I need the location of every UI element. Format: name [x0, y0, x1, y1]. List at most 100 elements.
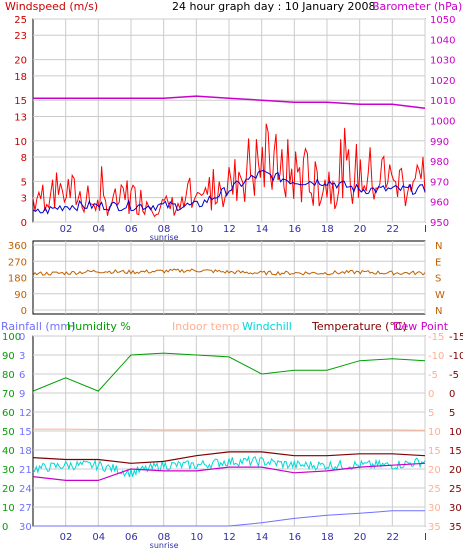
windspeed-tick-label: 13 — [14, 112, 27, 123]
temperature-tick-label: 20 — [449, 465, 462, 476]
temp-now-marker: I — [424, 532, 427, 543]
wind-time-label: 16 — [288, 224, 301, 235]
temp-time-label: 08 — [158, 532, 171, 543]
humidity-line — [32, 352, 426, 392]
temperature-tick-label: 10 — [449, 427, 462, 438]
wind-time-label: 10 — [190, 224, 203, 235]
indoor-temp-tick-label: 15 — [428, 446, 441, 457]
windspeed-tick-label: 20 — [14, 56, 27, 67]
indoor-temp-tick-label: -15 — [428, 332, 444, 343]
temperature-tick-label: 0 — [449, 389, 455, 400]
temperature-tick-label: 30 — [449, 503, 462, 514]
indoor-temp-tick-label: 25 — [428, 484, 441, 495]
rainfall-tick-label: 30 — [19, 522, 32, 533]
barometer-tick-label: 1020 — [430, 76, 455, 87]
rainfall-tick-label: 9 — [19, 389, 25, 400]
direction-compass-label: N — [435, 306, 442, 317]
temperature-tick-label: 15 — [449, 446, 462, 457]
windspeed-tick-label: 0 — [21, 218, 27, 229]
temperature-tick-label: 25 — [449, 484, 462, 495]
barometer-tick-label: 1030 — [430, 56, 455, 67]
temp-time-label: 04 — [92, 532, 105, 543]
temperature-tick-label: 35 — [449, 522, 462, 533]
chart-marks: 0358101315182023259509609709809901000101… — [2, 15, 463, 550]
temp-time-label: 18 — [321, 532, 334, 543]
temperature-tick-label: 5 — [449, 408, 455, 419]
wind-time-label: 22 — [386, 224, 399, 235]
temp-time-label: 02 — [60, 532, 73, 543]
indoor-temp-tick-label: 35 — [428, 522, 441, 533]
avg-wind-line — [32, 169, 426, 215]
temperature-tick-label: -5 — [449, 370, 459, 381]
wind-sunrise-label: sunrise — [150, 233, 179, 242]
wind-now-marker: I — [424, 224, 427, 235]
windspeed-tick-label: 23 — [14, 31, 27, 42]
rainfall-tick-label: 15 — [19, 427, 32, 438]
humidity-tick-label: 90 — [2, 351, 15, 362]
barometer-tick-label: 960 — [430, 198, 449, 209]
rainfall-tick-label: 0 — [19, 332, 25, 343]
rainfall-tick-label: 12 — [19, 408, 32, 419]
direction-compass-label: W — [435, 290, 445, 301]
temperature-tick-label: -10 — [449, 351, 463, 362]
indoor-temp-tick-label: -5 — [428, 370, 438, 381]
rainfall-tick-label: 18 — [19, 446, 32, 457]
temp-time-label: 14 — [256, 532, 269, 543]
direction-tick-label: 270 — [8, 257, 27, 268]
rainfall-tick-label: 3 — [19, 351, 25, 362]
humidity-tick-label: 40 — [2, 446, 15, 457]
direction-compass-label: N — [435, 241, 442, 252]
barometer-tick-label: 1040 — [430, 35, 455, 46]
indoor-temp-tick-label: 0 — [428, 389, 434, 400]
legend-humidity: Humidity % — [67, 320, 131, 333]
wind-time-label: 20 — [354, 224, 367, 235]
temp-time-label: 06 — [125, 532, 138, 543]
direction-tick-label: 360 — [8, 241, 27, 252]
temperature-tick-label: -15 — [449, 332, 463, 343]
wind-time-label: 14 — [256, 224, 269, 235]
temp-time-label: 16 — [288, 532, 301, 543]
humidity-tick-label: 60 — [2, 408, 15, 419]
barometer-tick-label: 1010 — [430, 96, 455, 107]
direction-tick-label: 0 — [21, 306, 27, 317]
windspeed-tick-label: 3 — [21, 194, 27, 205]
indoor-temp-tick-label: 10 — [428, 427, 441, 438]
wind-time-label: 06 — [125, 224, 138, 235]
indoor-temp-line — [33, 428, 426, 431]
rainfall-tick-label: 24 — [19, 484, 32, 495]
wind-time-label: 08 — [158, 224, 171, 235]
temp-time-label: 20 — [354, 532, 367, 543]
indoor-temp-tick-label: -10 — [428, 351, 444, 362]
barometer-tick-label: 970 — [430, 177, 449, 188]
wind-time-label: 12 — [223, 224, 236, 235]
legend-dewpoint: Dew Point — [393, 320, 449, 333]
barometer-tick-label: 980 — [430, 157, 449, 168]
humidity-tick-label: 80 — [2, 370, 15, 381]
temp-sunrise-label: sunrise — [150, 541, 179, 550]
indoor-temp-tick-label: 5 — [428, 408, 434, 419]
legend-temperature: Temperature (°C) — [311, 320, 407, 333]
humidity-tick-label: 70 — [2, 389, 15, 400]
dewpoint-line — [32, 462, 426, 481]
windspeed-tick-label: 5 — [21, 177, 27, 188]
indoor-temp-tick-label: 20 — [428, 465, 441, 476]
legend-windchill: Windchill — [242, 320, 292, 333]
windspeed-tick-label: 25 — [14, 15, 27, 26]
indoor-temp-tick-label: 30 — [428, 503, 441, 514]
direction-compass-label: S — [435, 274, 441, 285]
rainfall-tick-label: 6 — [19, 370, 25, 381]
humidity-tick-label: 50 — [2, 427, 15, 438]
barometer-tick-label: 950 — [430, 218, 449, 229]
humidity-tick-label: 0 — [2, 522, 8, 533]
barometer-tick-label: 1000 — [430, 117, 455, 128]
direction-line — [32, 268, 426, 276]
gust-line — [32, 123, 426, 218]
temp-time-label: 12 — [223, 532, 236, 543]
temperature-line — [32, 451, 426, 464]
temp-time-label: 10 — [190, 532, 203, 543]
wind-time-label: 04 — [92, 224, 105, 235]
wind-time-label: 02 — [60, 224, 73, 235]
barometer-axis-title: Barometer (hPa) — [372, 0, 462, 13]
